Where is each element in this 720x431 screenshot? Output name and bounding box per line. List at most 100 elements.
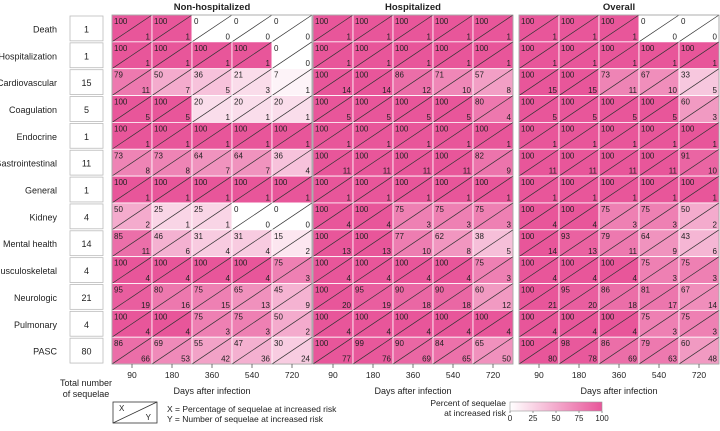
cell-diagonal [191,256,233,284]
cell-x-value: 100 [641,124,655,133]
cell-diagonal [151,283,193,311]
cell-x-value: 100 [315,151,329,160]
cell-diagonal [598,41,640,69]
cell-x-value: 100 [601,151,615,160]
cell-y-value: 14 [548,247,557,256]
cell-y-value: 7 [186,86,191,95]
cell-x-value: 75 [681,312,690,321]
cell-y-value: 3 [507,274,512,283]
cell-diagonal [598,68,640,96]
cell-y-value: 1 [593,59,598,68]
cell-x-value: 100 [315,17,329,26]
cell-y-value: 69 [628,355,637,364]
colorbar-tick-label: 50 [552,414,561,423]
cell-diagonal [271,122,313,150]
panel-title: Overall [603,2,635,13]
cell-x-value: 20 [274,98,283,107]
cell-y-value: 15 [548,86,557,95]
panel-title: Hospitalized [385,2,441,13]
cell-y-value: 3 [673,274,678,283]
cell-x-value: 100 [315,286,329,295]
cell-y-value: 20 [588,301,597,310]
key-x-letter: X [119,404,125,413]
cell-x-value: 80 [475,98,484,107]
row-label: Pulmonary [14,320,58,330]
cell-x-value: 73 [601,71,610,80]
cell-y-value: 2 [306,247,311,256]
cell-diagonal [392,283,434,311]
cell-y-value: 1 [347,140,352,149]
cell-x-value: 50 [114,205,123,214]
cell-y-value: 9 [306,301,311,310]
cell-x-value: 90 [435,286,444,295]
cell-x-value: 100 [114,178,128,187]
cell-diagonal [111,148,153,177]
cell-x-value: 36 [274,151,283,160]
cell-diagonal [231,95,273,123]
cell-diagonal [352,41,394,69]
cell-y-value: 14 [708,301,717,310]
total-label: Total number [60,378,112,388]
cell-diagonal [312,310,354,338]
cell-y-value: 21 [548,301,557,310]
cell-y-value: 9 [673,247,678,256]
cell-x-value: 100 [641,178,655,187]
cell-y-value: 4 [226,274,231,283]
cell-diagonal [472,175,514,204]
cell-x-value: 21 [234,71,243,80]
cell-x-value: 100 [521,312,535,321]
cell-x-value: 100 [154,124,168,133]
cell-diagonal [678,122,720,150]
cell-diagonal [432,175,474,204]
cell-y-value: 1 [467,193,472,202]
cell-diagonal [598,229,640,257]
cell-y-value: 10 [422,247,431,256]
cell-x-value: 100 [395,98,409,107]
cell-y-value: 1 [306,193,311,202]
cell-x-value: 7 [274,71,279,80]
cell-y-value: 1 [146,140,151,149]
cell-diagonal [558,336,600,365]
cell-y-value: 12 [422,86,431,95]
cell-diagonal [352,175,394,204]
cell-y-value: 14 [382,86,391,95]
cell-diagonal [271,336,313,365]
cell-diagonal [111,202,153,231]
cell-diagonal [352,14,394,43]
cell-diagonal [352,202,394,231]
cell-diagonal [432,336,474,365]
cell-x-value: 79 [114,71,123,80]
cell-x-value: 69 [154,339,163,348]
cell-y-value: 3 [226,328,231,337]
cell-y-value: 0 [673,32,678,41]
cell-x-value: 100 [315,44,329,53]
cell-diagonal [231,229,273,257]
cell-diagonal [518,95,560,123]
key-line1: X = Percentage of sequelae at increased … [167,404,337,414]
cell-x-value: 100 [355,44,369,53]
cell-diagonal [472,14,514,43]
cell-y-value: 4 [186,274,191,283]
cell-x-value: 100 [561,205,575,214]
cell-y-value: 1 [347,193,352,202]
cell-diagonal [678,95,720,123]
cell-y-value: 1 [507,59,512,68]
total-box [69,42,104,69]
cell-x-value: 100 [114,124,128,133]
cell-diagonal [638,310,680,338]
cell-y-value: 4 [226,247,231,256]
cell-diagonal [472,336,514,365]
cell-diagonal [352,95,394,123]
cell-x-value: 38 [475,232,484,241]
cell-diagonal [191,310,233,338]
cell-y-value: 4 [593,220,598,229]
cell-diagonal [598,14,640,43]
cell-diagonal [312,41,354,69]
cell-diagonal [392,202,434,231]
cell-x-value: 95 [561,286,570,295]
cell-diagonal [271,229,313,257]
cell-x-value: 100 [234,259,248,268]
cell-x-value: 100 [601,312,615,321]
x-tick-label: 540 [446,370,460,380]
row-label: PASC [33,347,57,357]
